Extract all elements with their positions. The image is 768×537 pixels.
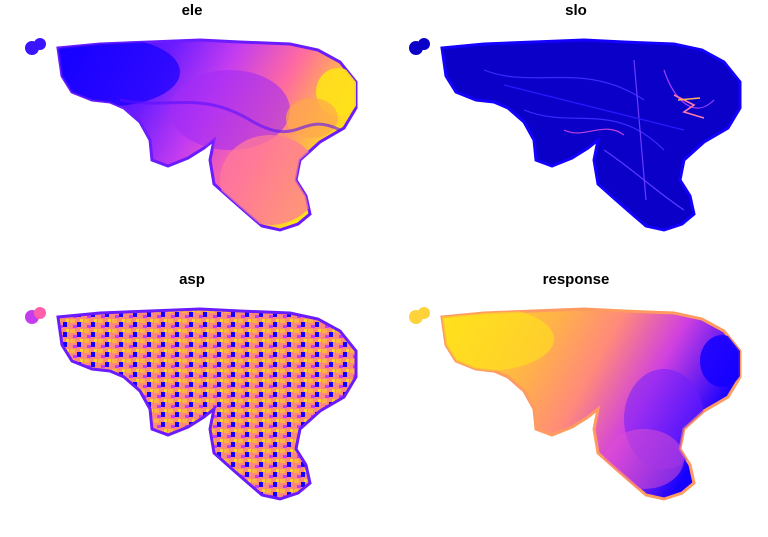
- map-slo: [409, 38, 742, 232]
- panel-title: ele: [181, 2, 203, 19]
- panel-title: response: [542, 271, 610, 288]
- panel-asp: asp: [0, 269, 384, 537]
- map-response: [409, 307, 742, 501]
- panel-response: response: [384, 269, 768, 537]
- panel-title: asp: [179, 271, 205, 288]
- map-ele: [25, 38, 358, 232]
- panel-ele: ele: [0, 0, 384, 268]
- panel-slo: slo: [384, 0, 768, 268]
- map-asp: [25, 307, 358, 501]
- region-shape: [56, 307, 358, 501]
- region-shape: [440, 38, 742, 232]
- panel-title: slo: [565, 2, 587, 19]
